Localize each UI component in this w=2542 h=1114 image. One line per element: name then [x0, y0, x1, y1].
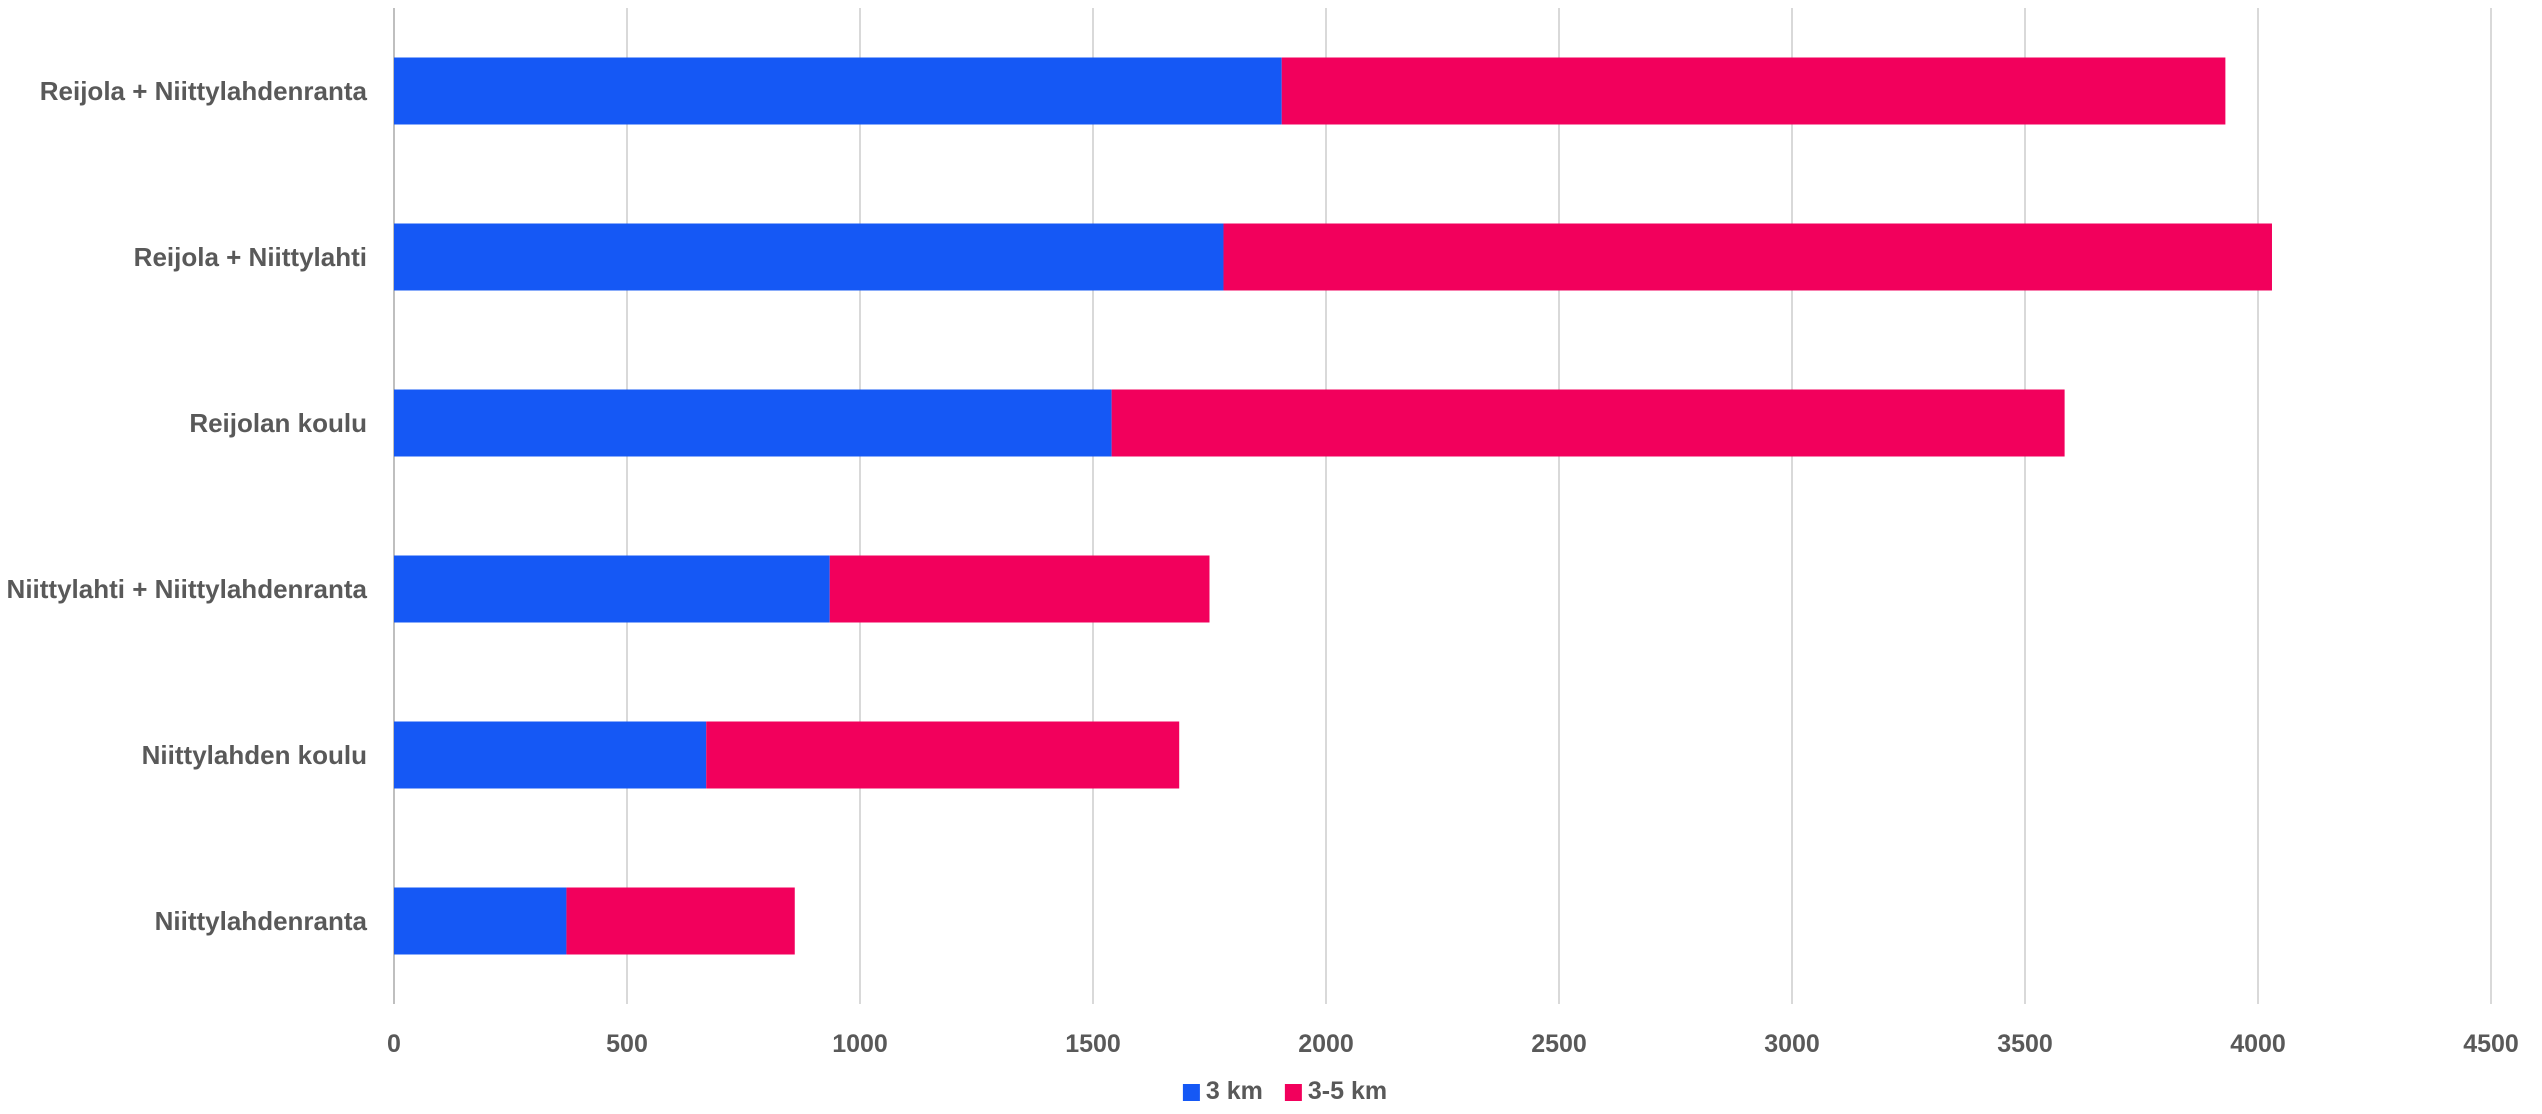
bar-niittylahden-koulu-3-km [394, 721, 707, 789]
bar-reijola-niittylahti-3-km [394, 223, 1224, 291]
category-axis: Reijola + Niittylahdenranta Reijola + Nii… [7, 76, 368, 936]
x-tick-label-4500: 4500 [2463, 1030, 2519, 1058]
bar-reijola-niittylahdenranta-3-5-km [1281, 57, 2226, 125]
x-tick-label-3500: 3500 [1997, 1030, 2053, 1058]
x-tick-label-3000: 3000 [1764, 1030, 1820, 1058]
bar-niittylahdenranta-3-5-km [566, 887, 795, 955]
legend-item-3-5-km: 3-5 km [1284, 1077, 1387, 1105]
x-tick-label-2500: 2500 [1531, 1030, 1587, 1058]
category-label-reijola-niittylahdenranta: Reijola + Niittylahdenranta [40, 76, 368, 106]
x-tick-label-1000: 1000 [832, 1030, 888, 1058]
category-label-niittylahti-niittylahdenranta: Niittylahti + Niittylahdenranta [7, 574, 368, 604]
bar-reijola-niittylahdenranta-3-km [394, 57, 1282, 125]
legend: 3 km 3-5 km [1182, 1077, 1387, 1105]
bar-niittylahti-niittylahdenranta-3-5-km [829, 555, 1210, 623]
category-label-reijola-niittylahti: Reijola + Niittylahti [134, 242, 367, 272]
bars [394, 57, 2272, 955]
x-tick-label-2000: 2000 [1298, 1030, 1354, 1058]
x-tick-label-0: 0 [387, 1030, 401, 1058]
legend-label-3-5-km: 3-5 km [1308, 1077, 1387, 1105]
bar-niittylahti-niittylahdenranta-3-km [394, 555, 830, 623]
x-tick-label-1500: 1500 [1065, 1030, 1121, 1058]
bar-reijola-niittylahti-3-5-km [1223, 223, 2272, 291]
bar-reijolan-koulu-3-km [394, 389, 1112, 457]
category-label-niittylahdenranta: Niittylahdenranta [155, 906, 368, 936]
gridlines [393, 8, 2492, 1004]
legend-swatch-3-km [1182, 1084, 1200, 1101]
x-tick-label-4000: 4000 [2230, 1030, 2286, 1058]
value-axis: 0 500 1000 1500 2000 2500 3000 3500 4000 4500 [387, 1030, 2519, 1058]
category-label-reijolan-koulu: Reijolan koulu [189, 408, 367, 438]
bar-niittylahden-koulu-3-5-km [706, 721, 1180, 789]
bar-niittylahdenranta-3-km [394, 887, 567, 955]
category-label-niittylahden-koulu: Niittylahden koulu [142, 740, 367, 770]
x-tick-label-500: 500 [606, 1030, 648, 1058]
legend-swatch-3-5-km [1284, 1084, 1302, 1101]
bar-reijolan-koulu-3-5-km [1111, 389, 2065, 457]
legend-label-3-km: 3 km [1206, 1077, 1263, 1105]
legend-item-3-km: 3 km [1182, 1077, 1263, 1105]
